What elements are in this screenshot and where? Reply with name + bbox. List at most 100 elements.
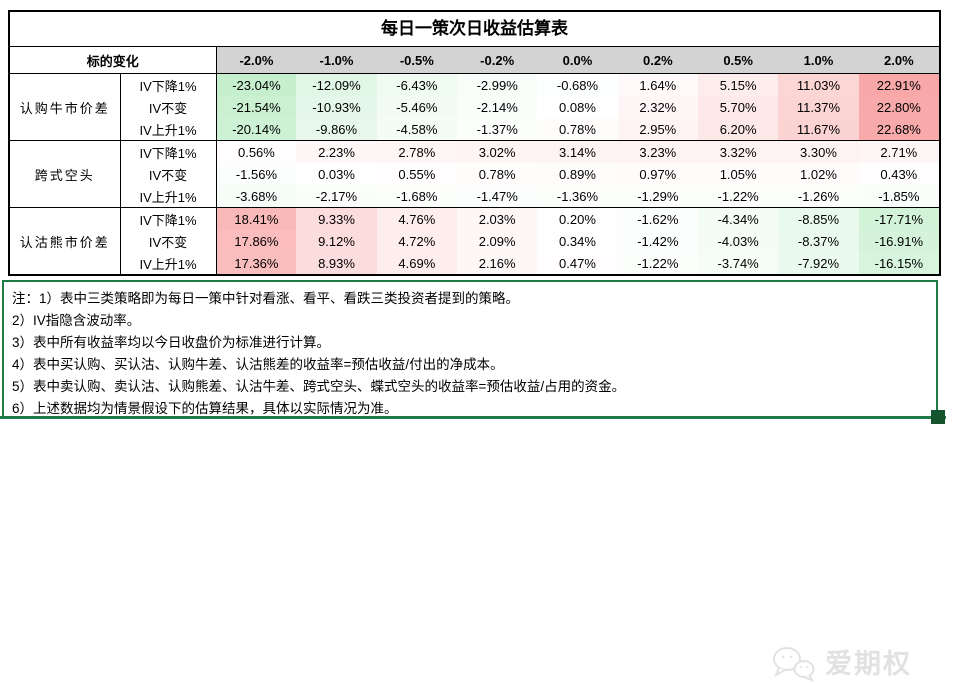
- note-line: 6）上述数据均为情景假设下的估算结果，具体以实际情况为准。: [12, 401, 398, 416]
- value-cell: 0.08%: [537, 96, 618, 118]
- value-cell: 0.34%: [537, 230, 618, 252]
- value-cell: 2.32%: [617, 96, 698, 118]
- value-cell: 2.03%: [457, 207, 538, 230]
- value-cell: -4.03%: [697, 230, 779, 252]
- strategy-group-label: 认沽熊市价差: [10, 207, 121, 274]
- value-cell: 4.76%: [376, 207, 457, 230]
- value-cell: -2.99%: [457, 73, 538, 96]
- value-cell: -1.22%: [617, 252, 698, 274]
- value-cell: -1.42%: [617, 230, 698, 252]
- watermark-text: 爱期权: [825, 649, 912, 679]
- value-cell: 11.03%: [778, 73, 859, 96]
- table-row: IV不变 -1.56% 0.03% 0.55% 0.78% 0.89% 0.97% 1.05%…: [10, 163, 939, 185]
- value-cell: 2.09%: [457, 230, 538, 252]
- value-cell: -1.37%: [457, 118, 538, 141]
- notes-list: 注：1）表中三类策略即为每日一策中针对看涨、看平、看跌三类投资者提到的策略。 2）…: [12, 288, 928, 420]
- strategy-group-label: 认购牛市价差: [10, 73, 121, 141]
- value-cell: 0.56%: [216, 140, 297, 163]
- value-cell: 0.47%: [537, 252, 618, 274]
- value-cell: 1.64%: [617, 73, 698, 96]
- value-cell: 17.36%: [216, 252, 297, 274]
- value-cell: -8.37%: [778, 230, 859, 252]
- iv-scenario-label: IV上升1%: [120, 252, 217, 274]
- table-row: IV上升1% 17.36% 8.93% 4.69% 2.16% 0.47% -1.22% -3…: [10, 252, 939, 274]
- value-cell: 2.78%: [376, 140, 457, 163]
- table-row: 认购牛市价差 IV下降1% -23.04% -12.09% -6.43% -2.99% -0…: [10, 73, 939, 141]
- value-cell: 22.91%: [858, 73, 939, 96]
- iv-scenario-label: IV不变: [120, 230, 217, 252]
- table-row: 认沽熊市价差 IV下降1% 18.41% 9.33% 4.76% 2.03% 0.20% -1…: [10, 207, 939, 274]
- iv-scenario-label: IV上升1%: [120, 118, 217, 141]
- notes-box: 注：1）表中三类策略即为每日一策中针对看涨、看平、看跌三类投资者提到的策略。 2）…: [2, 280, 938, 682]
- value-cell: 3.32%: [697, 140, 779, 163]
- corner-handle: [931, 410, 945, 424]
- value-cell: 22.80%: [858, 96, 939, 118]
- value-cell: -2.17%: [296, 185, 377, 208]
- iv-scenario-label: IV下降1%: [120, 73, 217, 96]
- value-cell: 11.67%: [778, 118, 859, 141]
- value-cell: -1.36%: [537, 185, 618, 208]
- column-header: 0.0%: [537, 47, 618, 74]
- value-cell: 3.02%: [457, 140, 538, 163]
- value-cell: -10.93%: [296, 96, 377, 118]
- value-cell: -16.15%: [858, 252, 939, 274]
- note-line: 4）表中买认购、买认沽、认购牛差、认沽熊差的收益率=预估收益/付出的净成本。: [12, 357, 504, 372]
- column-header: -1.0%: [296, 47, 377, 74]
- table-row: IV不变 17.86% 9.12% 4.72% 2.09% 0.34% -1.42% -4.0…: [10, 230, 939, 252]
- table-title: 每日一策次日收益估算表: [10, 12, 939, 47]
- column-header: 0.2%: [617, 47, 698, 74]
- value-cell: 6.20%: [697, 118, 779, 141]
- value-cell: -7.92%: [778, 252, 859, 274]
- iv-scenario-label: IV下降1%: [120, 207, 217, 230]
- bottom-green-rule: [0, 416, 946, 419]
- value-cell: 3.30%: [778, 140, 859, 163]
- column-header: 2.0%: [858, 47, 939, 74]
- value-cell: 1.02%: [778, 163, 859, 185]
- value-cell: -23.04%: [216, 73, 297, 96]
- value-cell: 22.68%: [858, 118, 939, 141]
- value-cell: 4.72%: [376, 230, 457, 252]
- value-cell: 2.23%: [296, 140, 377, 163]
- value-cell: -4.34%: [697, 207, 779, 230]
- value-cell: -12.09%: [296, 73, 377, 96]
- value-cell: 9.12%: [296, 230, 377, 252]
- value-cell: -1.85%: [858, 185, 939, 208]
- column-header: 0.5%: [697, 47, 779, 74]
- value-cell: 0.03%: [296, 163, 377, 185]
- value-cell: -1.22%: [697, 185, 779, 208]
- value-cell: 0.78%: [537, 118, 618, 141]
- value-cell: -1.68%: [376, 185, 457, 208]
- iv-scenario-label: IV不变: [120, 96, 217, 118]
- value-cell: 9.33%: [296, 207, 377, 230]
- watermark: 爱期权: [771, 645, 912, 683]
- table-header-row: 标的变化 -2.0% -1.0% -0.5% -0.2% 0.0% 0.2% 0.5% 1.0%…: [10, 47, 939, 74]
- column-header: -0.5%: [376, 47, 457, 74]
- value-cell: 3.23%: [617, 140, 698, 163]
- wechat-chat-bubbles-icon: [773, 647, 815, 682]
- iv-scenario-label: IV上升1%: [120, 185, 217, 208]
- table-row: 跨式空头 IV下降1% 0.56% 2.23% 2.78% 3.02% 3.14% 3.23%…: [10, 140, 939, 208]
- table-row: IV不变 -21.54% -10.93% -5.46% -2.14% 0.08% 2.32%…: [10, 96, 939, 118]
- value-cell: -17.71%: [858, 207, 939, 230]
- value-cell: -9.86%: [296, 118, 377, 141]
- value-cell: 2.95%: [617, 118, 698, 141]
- value-cell: -3.74%: [697, 252, 779, 274]
- column-header: -0.2%: [457, 47, 538, 74]
- value-cell: -1.26%: [778, 185, 859, 208]
- value-cell: 5.70%: [697, 96, 779, 118]
- note-line: 5）表中卖认购、卖认沽、认购熊差、认沽牛差、跨式空头、蝶式空头的收益率=预估收益…: [12, 379, 626, 394]
- value-cell: 11.37%: [778, 96, 859, 118]
- value-cell: -0.68%: [537, 73, 618, 96]
- value-cell: 5.15%: [697, 73, 779, 96]
- value-cell: 3.14%: [537, 140, 618, 163]
- column-header: 1.0%: [778, 47, 859, 74]
- value-cell: 0.89%: [537, 163, 618, 185]
- value-cell: -5.46%: [376, 96, 457, 118]
- strategy-group-label: 跨式空头: [10, 140, 121, 208]
- corner-label: 标的变化: [10, 47, 217, 74]
- table-row: IV上升1% -20.14% -9.86% -4.58% -1.37% 0.78% 2.95…: [10, 118, 939, 141]
- value-cell: -1.62%: [617, 207, 698, 230]
- value-cell: 0.20%: [537, 207, 618, 230]
- value-cell: -2.14%: [457, 96, 538, 118]
- value-cell: -1.56%: [216, 163, 297, 185]
